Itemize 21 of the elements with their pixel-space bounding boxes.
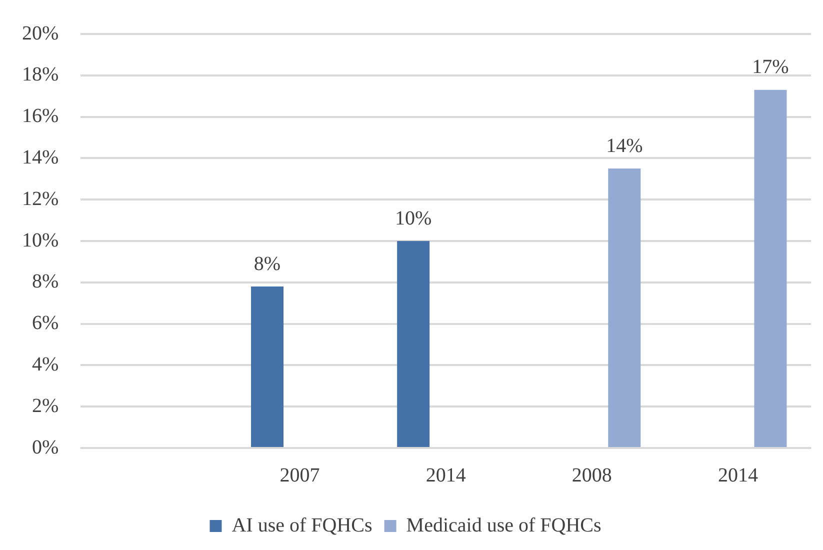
y-tick-label: 2% (32, 394, 59, 417)
y-tick-label: 12% (22, 188, 59, 210)
data-label: 17% (752, 56, 789, 78)
x-tick-label: 2014 (718, 464, 758, 486)
y-tick-label: 14% (22, 146, 59, 168)
y-tick-label: 16% (22, 105, 59, 128)
data-label: 14% (606, 134, 643, 157)
y-tick-label: 8% (32, 270, 59, 293)
y-tick-label: 6% (32, 312, 59, 334)
data-label: 10% (394, 207, 432, 230)
y-tick-label: 20% (22, 22, 59, 44)
data-label: 8% (254, 252, 281, 275)
y-tick-label: 4% (32, 353, 59, 376)
y-tick-label: 0% (32, 436, 59, 458)
x-tick-label: 2014 (426, 464, 466, 486)
y-tick-label: 18% (22, 64, 59, 86)
legend-label: Medicaid use of FQHCs (406, 514, 602, 536)
x-tick-label: 2007 (280, 464, 320, 486)
legend-label: AI use of FQHCs (232, 514, 373, 536)
y-tick-label: 10% (22, 229, 59, 252)
x-tick-label: 2008 (572, 464, 612, 486)
